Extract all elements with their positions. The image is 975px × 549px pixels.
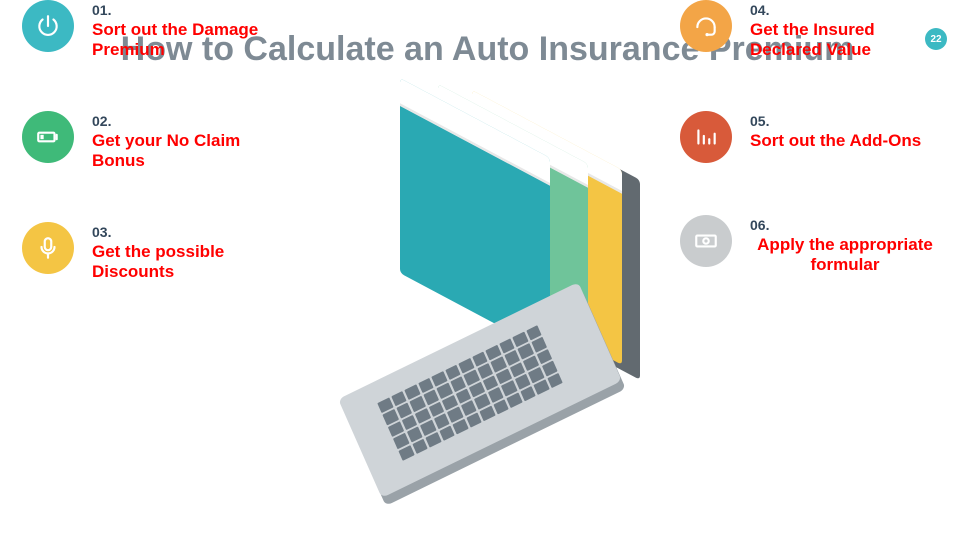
step-label: Apply the appropriate formular: [750, 235, 940, 274]
step-1: 01. Sort out the Damage Premium: [22, 0, 282, 59]
battery-icon: [22, 111, 74, 163]
step-2: 02. Get your No Claim Bonus: [22, 111, 282, 170]
step-number: 06.: [750, 217, 940, 233]
step-3: 03. Get the possible Discounts: [22, 222, 282, 281]
step-number: 05.: [750, 113, 921, 129]
power-icon: [22, 0, 74, 52]
laptop-illustration: [340, 130, 640, 440]
money-icon: [680, 215, 732, 267]
step-number: 02.: [92, 113, 282, 129]
step-number: 01.: [92, 2, 282, 18]
step-number: 03.: [92, 224, 282, 240]
step-label: Get the Insured Declared Value: [750, 20, 940, 59]
step-text: 02. Get your No Claim Bonus: [92, 111, 282, 170]
mic-icon: [22, 222, 74, 274]
headset-icon: [680, 0, 732, 52]
step-6: 06. Apply the appropriate formular: [680, 215, 940, 274]
step-text: 04. Get the Insured Declared Value: [750, 0, 940, 59]
step-label: Sort out the Add-Ons: [750, 131, 921, 151]
step-text: 01. Sort out the Damage Premium: [92, 0, 282, 59]
step-5: 05. Sort out the Add-Ons: [680, 111, 940, 163]
step-text: 03. Get the possible Discounts: [92, 222, 282, 281]
step-number: 04.: [750, 2, 940, 18]
left-column: 01. Sort out the Damage Premium 02. Get …: [22, 0, 282, 333]
step-label: Get your No Claim Bonus: [92, 131, 282, 170]
right-column: 04. Get the Insured Declared Value 05. S…: [680, 0, 940, 326]
bars-icon: [680, 111, 732, 163]
step-label: Sort out the Damage Premium: [92, 20, 282, 59]
step-text: 06. Apply the appropriate formular: [750, 215, 940, 274]
step-4: 04. Get the Insured Declared Value: [680, 0, 940, 59]
step-text: 05. Sort out the Add-Ons: [750, 111, 921, 151]
step-label: Get the possible Discounts: [92, 242, 282, 281]
